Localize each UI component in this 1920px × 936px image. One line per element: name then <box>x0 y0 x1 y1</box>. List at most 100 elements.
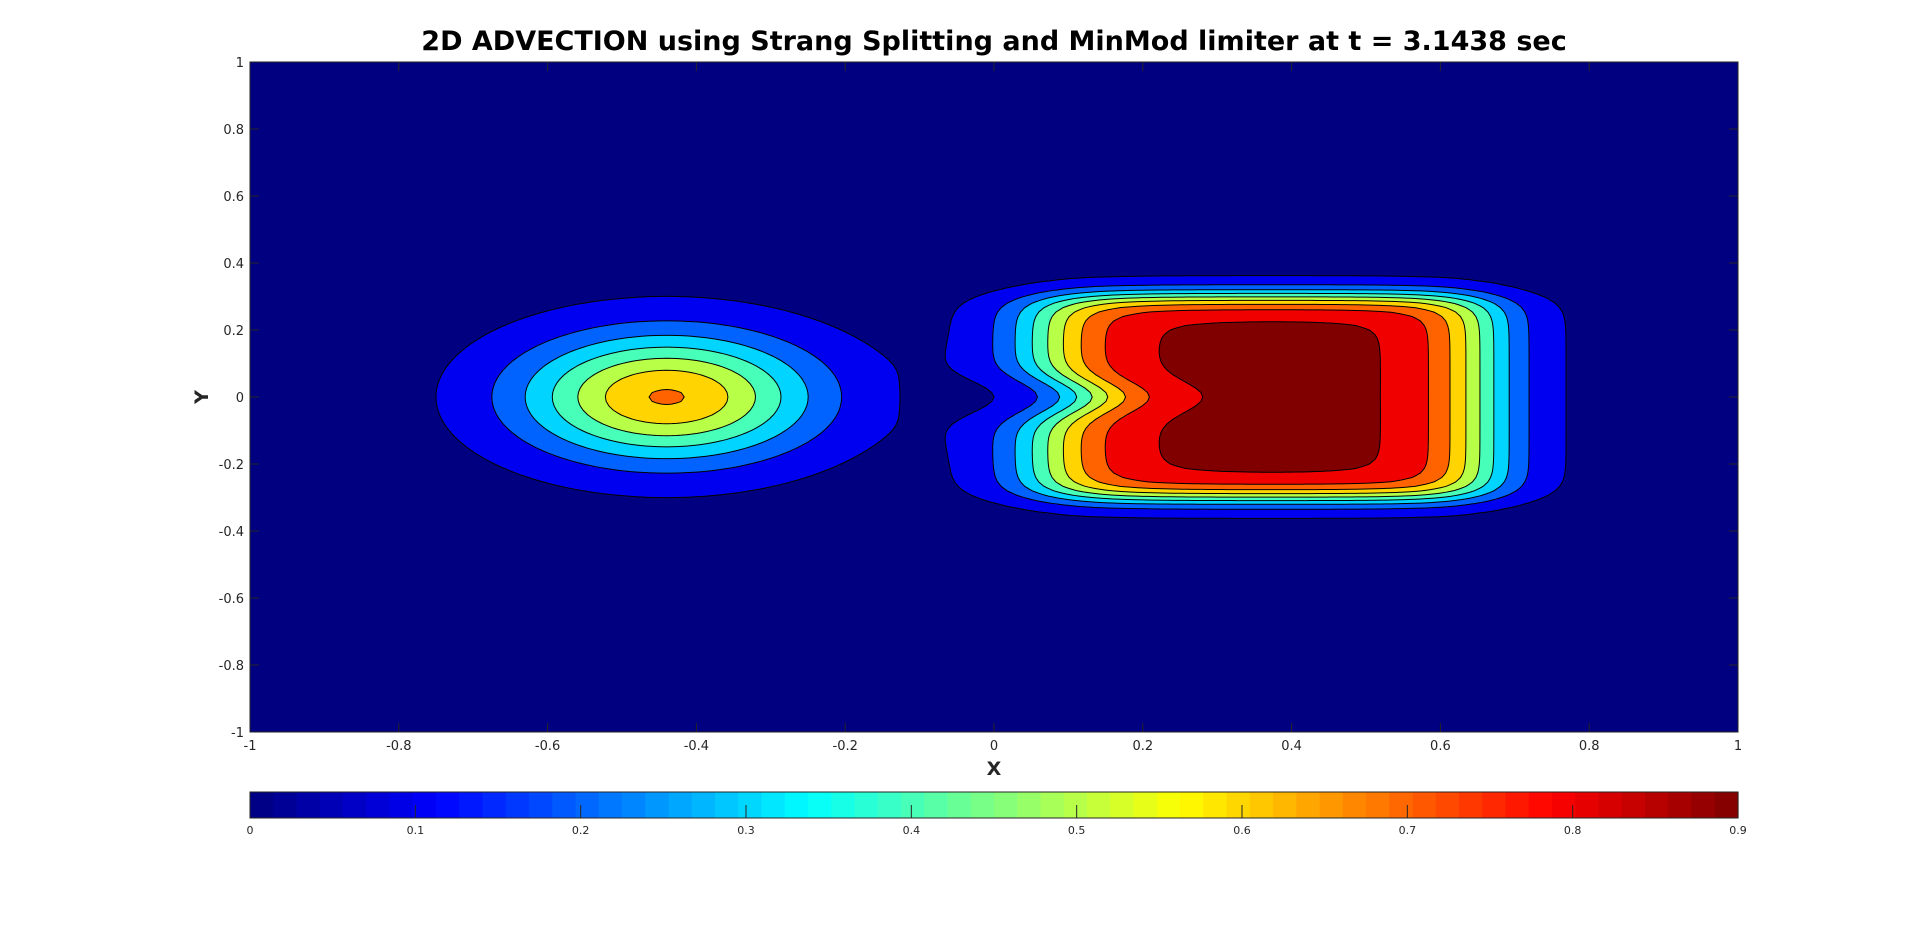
y-tick-label: -1 <box>231 726 244 741</box>
colorbar-cell <box>808 792 832 818</box>
colorbar-cell <box>1645 792 1669 818</box>
colorbar-cell <box>1528 792 1553 818</box>
colorbar-cell <box>645 792 670 818</box>
colorbar-cell <box>715 792 739 818</box>
colorbar-cell <box>1319 792 1344 818</box>
x-tick-label: 0.8 <box>1579 739 1600 754</box>
y-axis-ticks: -1 -0.8 -0.6 -0.4 -0.2 0 0.2 0.4 0.6 0.8 1 <box>219 56 1738 741</box>
colorbar-cell <box>994 792 1018 818</box>
chart-title: 2D ADVECTION using Strang Splitting and … <box>421 26 1566 57</box>
colorbar-cell <box>389 792 414 818</box>
colorbar-cell <box>854 792 879 818</box>
colorbar-cell <box>1133 792 1158 818</box>
contour-line-4-1 <box>577 357 757 437</box>
y-tick-label: 0.8 <box>223 123 244 138</box>
colorbar-cell <box>1459 792 1483 818</box>
colorbar-cell <box>1040 792 1065 818</box>
colorbar-tick-label: 0.4 <box>903 824 921 837</box>
colorbar-cell <box>1110 792 1135 818</box>
colorbar-cell <box>1668 792 1693 818</box>
contour-line-6-1 <box>648 389 685 405</box>
x-tick-label: -0.8 <box>386 739 411 754</box>
colorbar-cell <box>250 792 274 818</box>
contour-line-5-1 <box>604 369 729 425</box>
contour-line-1-0 <box>992 284 1530 510</box>
x-tick-label: -0.6 <box>535 739 560 754</box>
contour-line-7-0 <box>1104 309 1429 485</box>
x-tick-label: -0.2 <box>833 739 858 754</box>
colorbar-cell <box>1249 792 1274 818</box>
contour-band-6-1 <box>649 389 685 405</box>
colorbar-cell <box>738 792 763 818</box>
colorbar-ticks: 0 0.1 0.2 0.3 0.4 0.5 0.6 0.7 0.8 0.9 <box>247 805 1747 837</box>
x-tick-label: 1 <box>1734 739 1742 754</box>
colorbar-cell <box>436 792 460 818</box>
contour-band-8-0 <box>1159 321 1381 473</box>
colorbar-cell <box>622 792 646 818</box>
colorbar-cell <box>1203 792 1228 818</box>
plot-area: -1 -0.8 -0.6 -0.4 -0.2 0 0.2 0.4 0.6 0.8 1 -1-0.8-… <box>219 56 1743 754</box>
colorbar-tick-label: 0.3 <box>737 824 755 837</box>
colorbar-cell <box>1180 792 1204 818</box>
y-axis-label: Y <box>191 390 213 405</box>
colorbar-tick-label: 0.1 <box>407 824 425 837</box>
x-axis-ticks: -1 -0.8 -0.6 -0.4 -0.2 0 0.2 0.4 0.6 0.8 1 <box>244 62 1742 754</box>
contour-line-1-1 <box>491 320 843 474</box>
colorbar-cell <box>1714 792 1739 818</box>
x-tick-label: 0.4 <box>1281 739 1302 754</box>
colorbar-cell <box>668 792 693 818</box>
colorbar-cell <box>761 792 786 818</box>
colorbar-cell <box>319 792 344 818</box>
colorbar-cell <box>598 792 623 818</box>
colorbar-cell <box>970 792 995 818</box>
colorbar-cell <box>1017 792 1042 818</box>
x-tick-label: 0.2 <box>1132 739 1153 754</box>
colorbar-gradient <box>250 792 1739 818</box>
colorbar-cell <box>877 792 902 818</box>
x-tick-label: 0.6 <box>1430 739 1451 754</box>
colorbar-cell <box>1621 792 1646 818</box>
contour-line-2-1 <box>524 334 809 460</box>
contour-line-6-0 <box>1080 303 1451 491</box>
colorbar-cell <box>1691 792 1716 818</box>
colorbar-tick-label: 0.5 <box>1068 824 1086 837</box>
y-tick-label: 1 <box>236 56 244 71</box>
colorbar: 0 0.1 0.2 0.3 0.4 0.5 0.6 0.7 0.8 0.9 <box>247 791 1747 837</box>
colorbar-cell <box>691 792 716 818</box>
colorbar-cell <box>273 792 298 818</box>
x-axis-label: X <box>987 758 1002 780</box>
colorbar-cell <box>1273 792 1297 818</box>
contour-line-5-0 <box>1062 299 1467 495</box>
contour-line-8-0 <box>1158 321 1381 473</box>
contour-line-3-1 <box>551 346 782 448</box>
colorbar-cell <box>1342 792 1367 818</box>
colorbar-cell <box>924 792 949 818</box>
colorbar-cell <box>1087 792 1111 818</box>
contour-line-3-0 <box>1031 292 1495 502</box>
colorbar-cell <box>1412 792 1437 818</box>
contour-line-0-0 <box>944 275 1567 519</box>
colorbar-tick-label: 0 <box>247 824 254 837</box>
contour-fills <box>250 62 1738 732</box>
x-tick-label: -0.4 <box>684 739 709 754</box>
y-tick-label: -0.2 <box>219 458 244 473</box>
colorbar-cell <box>1366 792 1390 818</box>
y-tick-label: -0.6 <box>219 592 244 607</box>
colorbar-cell <box>296 792 321 818</box>
colorbar-cell <box>366 792 391 818</box>
colorbar-cell <box>575 792 600 818</box>
colorbar-cell <box>1598 792 1623 818</box>
colorbar-tick-label: 0.8 <box>1564 824 1582 837</box>
colorbar-cell <box>1226 792 1251 818</box>
x-tick-label: -1 <box>244 739 257 754</box>
y-tick-label: -0.4 <box>219 525 244 540</box>
contour-line-2-0 <box>1014 289 1510 505</box>
x-tick-label: 0 <box>990 739 998 754</box>
colorbar-cell <box>784 792 809 818</box>
colorbar-cell <box>1575 792 1600 818</box>
colorbar-tick-label: 0.6 <box>1233 824 1251 837</box>
colorbar-cell <box>1505 792 1530 818</box>
colorbar-cell <box>529 792 553 818</box>
y-tick-label: -0.8 <box>219 659 244 674</box>
colorbar-cell <box>1389 792 1414 818</box>
